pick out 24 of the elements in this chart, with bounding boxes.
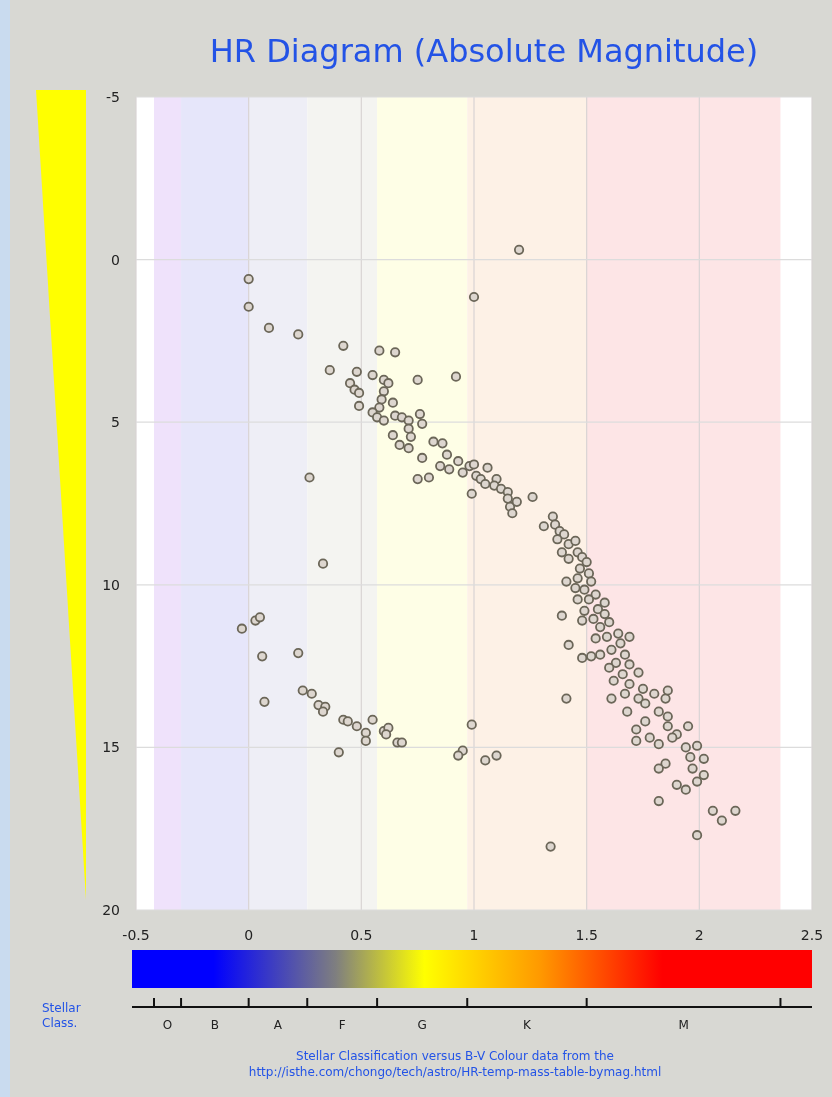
text: F (338, 1018, 346, 1032)
y-tick-label: 20 (102, 902, 120, 918)
text: A (273, 1018, 283, 1032)
text: Stellar Class. (42, 1001, 81, 1030)
x-tick-label: 2.5 (800, 927, 824, 943)
text: http://isthe.com/chongo/tech/astro/HR-temp-mass-table-bymag.html (248, 1065, 662, 1079)
text: M (678, 1018, 689, 1032)
text: O (162, 1018, 173, 1032)
y-tick-label: 15 (102, 739, 120, 756)
x-tick-label: 1 (469, 927, 479, 943)
y-tick-label: 5 (111, 414, 120, 431)
text: Stellar Classification versus B-V Colour data from the (296, 1049, 614, 1063)
y-tick-label: 0 (111, 251, 120, 268)
x-tick-label: 2 (694, 927, 704, 943)
x-tick-label: 0.5 (350, 927, 373, 943)
y-tick-label: -5 (106, 89, 120, 105)
x-tick-label: -0.5 (122, 927, 150, 943)
y-tick-label: 10 (102, 576, 120, 593)
text: K (523, 1018, 533, 1032)
text: B (210, 1018, 219, 1032)
text: G (417, 1018, 427, 1032)
chart-title: HR Diagram (Absolute Magnitude) (209, 32, 759, 70)
x-tick-label: 1.5 (575, 927, 598, 943)
x-tick-label: 0 (244, 927, 254, 943)
